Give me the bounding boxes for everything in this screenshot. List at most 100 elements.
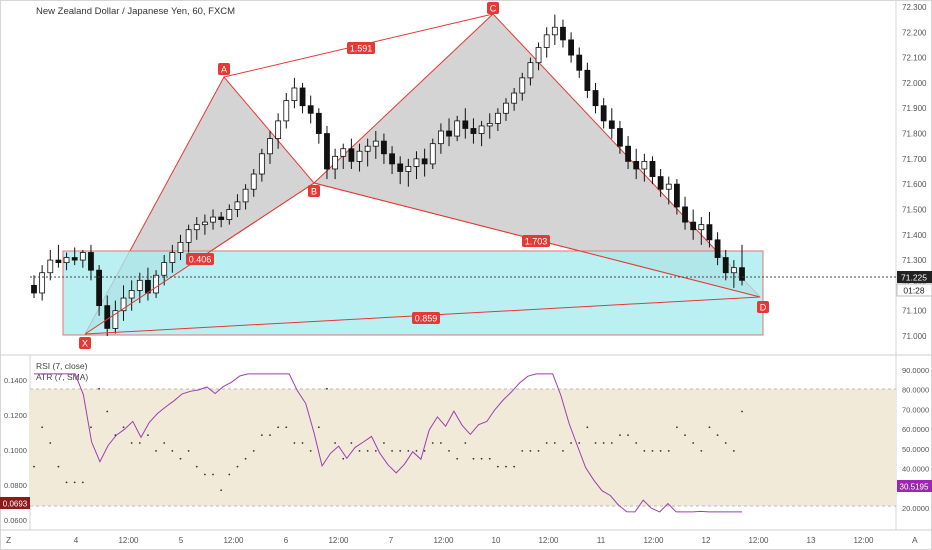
atr-value-tag: 0.0693 [0, 497, 30, 509]
candle-body [267, 138, 273, 155]
atr-dot [415, 449, 418, 452]
candle-body [340, 148, 347, 157]
atr-dot [90, 426, 92, 429]
rsi-tick-label: 20.0000 [902, 504, 929, 513]
rsi-value-tag: 30.5195 [897, 480, 932, 492]
candle-body [478, 125, 485, 134]
candle-body [47, 259, 54, 274]
corner-right-label[interactable]: A [912, 535, 918, 545]
atr-dot [667, 449, 670, 452]
atr-dot [716, 434, 719, 437]
atr-dot [521, 449, 524, 452]
atr-dot [33, 465, 35, 468]
point-c-label[interactable]: C [487, 2, 499, 14]
candlestick-series [31, 14, 745, 336]
time-tick-label: 12:00 [118, 536, 139, 545]
atr-dot [269, 434, 271, 437]
candle-body [617, 128, 623, 147]
candle-body [210, 216, 216, 223]
time-tick-label: 10 [492, 536, 501, 545]
atr-dot [114, 434, 117, 437]
atr-dot [195, 465, 198, 468]
candle-body [31, 284, 37, 294]
atr-dot [741, 410, 743, 413]
atr-dot [399, 449, 402, 452]
atr-dot [724, 442, 727, 444]
candle-body [307, 105, 314, 114]
candle-body [665, 183, 672, 190]
candle-body [437, 130, 444, 145]
price-tick-label: 71.500 [902, 205, 927, 214]
atr-dot [700, 449, 703, 452]
candle-body [519, 77, 526, 94]
atr-dot [545, 442, 548, 444]
candle-body [486, 123, 493, 127]
ratio-label-ac[interactable]: 1.591 [347, 42, 375, 54]
candle-body [315, 112, 322, 134]
ratio-label-xb[interactable]: 0.406 [186, 253, 214, 265]
candle-body [698, 224, 705, 231]
candle-body [112, 310, 119, 329]
candle-body [543, 34, 550, 48]
svg-text:B: B [311, 187, 317, 197]
price-tick-label: 71.800 [902, 130, 927, 139]
candle-body [218, 216, 225, 220]
candle-body [608, 120, 615, 129]
point-d-label[interactable]: D [757, 301, 769, 313]
atr-dot [49, 442, 52, 444]
price-tick-label: 72.300 [902, 3, 927, 12]
svg-text:X: X [82, 339, 88, 349]
atr-dot [301, 442, 304, 444]
atr-axis[interactable]: 0.1400 0.1200 0.1000 0.0800 0.0600 [4, 376, 27, 525]
atr-dot [326, 387, 328, 390]
candle-body [389, 153, 395, 165]
corner-left-label[interactable]: Z [6, 535, 11, 545]
atr-dot [488, 457, 491, 460]
price-tick-label: 71.600 [902, 180, 927, 189]
rsi-tick-label: 60.0000 [902, 425, 929, 434]
atr-dot [203, 473, 206, 476]
point-x-label[interactable]: X [79, 337, 91, 349]
candle-body [682, 206, 688, 223]
svg-text:0.406: 0.406 [189, 255, 212, 265]
atr-dot [578, 442, 581, 444]
price-tick-label: 71.400 [902, 231, 927, 240]
atr-dot [675, 426, 678, 429]
rsi-legend[interactable]: RSI (7, close) [36, 361, 88, 371]
point-a-label[interactable]: A [218, 63, 230, 75]
candle-body [161, 262, 168, 276]
ratio-label-xd[interactable]: 0.859 [412, 312, 440, 324]
candle-body [673, 183, 680, 208]
atr-dot [317, 426, 320, 429]
candle-body [169, 252, 176, 264]
time-tick-label: 7 [389, 536, 394, 545]
point-b-label[interactable]: B [308, 185, 320, 197]
atr-dot [106, 410, 109, 413]
atr-dot [627, 434, 629, 437]
atr-dot [285, 426, 288, 429]
candle-body [739, 267, 745, 281]
current-price-tag: 71.225 [897, 271, 932, 283]
atr-dot [659, 449, 662, 452]
time-tick-label: 12:00 [328, 536, 349, 545]
svg-text:01:28: 01:28 [903, 286, 925, 296]
ratio-label-bd[interactable]: 1.703 [522, 235, 550, 247]
candle-body [690, 221, 697, 231]
candle-body [641, 160, 648, 170]
atr-dot [374, 449, 377, 452]
atr-tick-label: 0.0600 [4, 516, 27, 525]
candle-body [576, 54, 583, 71]
atr-dot [619, 434, 621, 437]
atr-legend[interactable]: ATR (7, SMA) [36, 372, 88, 382]
atr-dot [439, 442, 442, 444]
time-axis[interactable]: 4 12:00 5 12:00 6 12:00 7 12:00 10 12:00 11 12:00 12… [74, 536, 874, 545]
atr-dot [252, 449, 255, 452]
atr-dot [643, 449, 646, 452]
atr-dot [610, 442, 613, 444]
candle-body [405, 166, 412, 172]
candle-body [185, 229, 192, 243]
atr-dot [423, 449, 426, 452]
atr-dot [309, 449, 312, 452]
